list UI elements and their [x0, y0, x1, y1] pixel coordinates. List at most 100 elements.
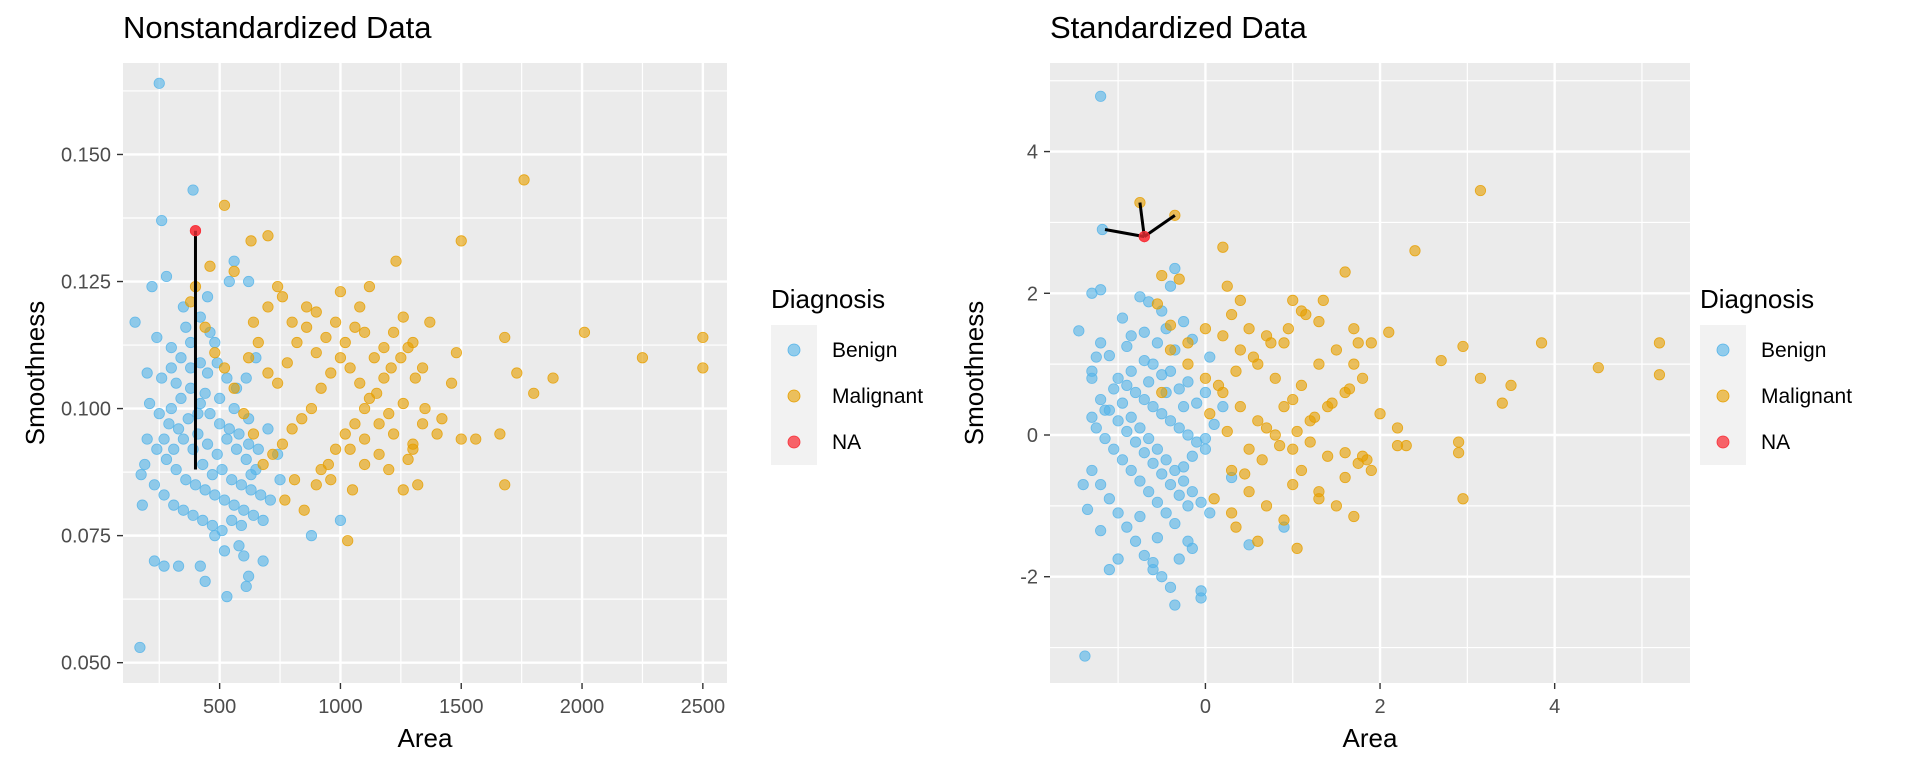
- point-malignant: [1217, 330, 1229, 342]
- point-malignant: [1278, 401, 1290, 413]
- point-benign: [158, 489, 170, 501]
- point-malignant: [397, 397, 409, 410]
- point-benign: [1112, 507, 1124, 519]
- point-malignant: [1243, 443, 1255, 455]
- point-malignant: [1217, 241, 1229, 253]
- point-benign: [247, 509, 260, 521]
- point-benign: [1095, 90, 1107, 102]
- point-benign: [1147, 457, 1159, 469]
- point-malignant: [470, 433, 482, 445]
- point-benign: [158, 560, 170, 572]
- point-malignant: [373, 448, 385, 460]
- point-malignant: [305, 402, 318, 415]
- point-benign: [1177, 316, 1190, 328]
- point-benign: [1156, 468, 1168, 480]
- point-malignant: [1226, 507, 1238, 519]
- points: [129, 77, 709, 654]
- point-benign: [135, 469, 147, 481]
- point-benign: [1164, 415, 1177, 427]
- point-malignant: [450, 347, 463, 359]
- point-malignant: [346, 484, 359, 496]
- y-tick-label: 2: [1027, 283, 1038, 305]
- point-malignant: [1343, 383, 1356, 395]
- y-tick-label: 0: [1027, 425, 1038, 447]
- legend-label-malignant: Malignant: [832, 385, 923, 408]
- point-malignant: [272, 281, 284, 293]
- point-benign: [1095, 337, 1107, 349]
- point-benign: [165, 362, 177, 374]
- point-malignant: [1226, 464, 1238, 477]
- point-benign: [1199, 443, 1212, 455]
- point-benign: [240, 372, 252, 384]
- point-malignant: [407, 443, 419, 455]
- point-malignant: [390, 255, 402, 267]
- point-benign: [1138, 326, 1150, 338]
- point-benign: [1182, 429, 1194, 441]
- point-malignant: [358, 402, 371, 415]
- point-benign: [1151, 532, 1163, 544]
- point-malignant: [209, 347, 221, 359]
- point-malignant: [368, 352, 380, 364]
- point-malignant: [1457, 340, 1469, 353]
- point-malignant: [424, 316, 436, 328]
- point-benign: [216, 524, 228, 537]
- point-benign: [1081, 503, 1094, 515]
- point-benign: [1177, 401, 1190, 413]
- point-malignant: [518, 174, 530, 186]
- point-malignant: [1221, 280, 1233, 292]
- point-benign: [257, 514, 269, 526]
- y-tick-label: 0.150: [61, 144, 111, 166]
- point-malignant: [247, 316, 260, 328]
- point-benign: [1095, 393, 1107, 406]
- point-benign: [189, 479, 202, 491]
- point-malignant: [1164, 344, 1177, 356]
- legend-key-malignant: [787, 389, 801, 403]
- point-malignant: [1230, 521, 1242, 533]
- point-malignant: [1435, 354, 1447, 367]
- point-benign: [170, 463, 182, 476]
- neighbor-line: [1143, 214, 1176, 238]
- y-tick-label: 4: [1027, 142, 1038, 164]
- legend-key-na: [787, 435, 801, 449]
- point-benign: [136, 499, 148, 511]
- point-malignant: [1313, 358, 1325, 370]
- point-malignant: [363, 281, 376, 293]
- point-malignant: [1256, 454, 1268, 466]
- point-malignant: [315, 463, 327, 476]
- legend-title: Diagnosis: [771, 284, 885, 314]
- point-malignant: [387, 326, 400, 338]
- point-benign: [1121, 340, 1133, 353]
- point-malignant: [1208, 493, 1220, 505]
- point-malignant: [1212, 379, 1225, 391]
- neighbor-segments: [189, 225, 202, 470]
- point-malignant: [1383, 326, 1395, 338]
- y-axis-label: Smoothness: [20, 301, 50, 446]
- point-malignant: [1287, 478, 1299, 491]
- point-benign: [1147, 358, 1159, 370]
- point-benign: [194, 560, 206, 572]
- point-malignant: [1291, 425, 1303, 438]
- legend-key-na: [1716, 435, 1730, 449]
- point-benign: [245, 469, 257, 481]
- point-benign: [197, 458, 209, 471]
- point-benign: [1108, 443, 1120, 455]
- point-malignant: [1352, 337, 1364, 349]
- point-benign: [1125, 365, 1137, 377]
- point-malignant: [1348, 323, 1360, 335]
- point-malignant: [247, 428, 260, 440]
- point-benign: [199, 575, 211, 587]
- point-malignant: [1304, 436, 1316, 448]
- point-benign: [158, 433, 170, 445]
- point-benign: [1134, 510, 1146, 523]
- point-benign: [1116, 397, 1129, 409]
- point-benign: [209, 489, 221, 501]
- point-malignant: [1234, 344, 1246, 356]
- point-malignant: [243, 352, 255, 364]
- point-benign: [221, 372, 233, 384]
- point-benign: [1173, 422, 1185, 434]
- point-benign: [230, 443, 243, 455]
- point-malignant: [511, 367, 523, 379]
- point-benign: [129, 316, 141, 328]
- point-malignant: [325, 367, 337, 379]
- point-malignant: [697, 362, 709, 374]
